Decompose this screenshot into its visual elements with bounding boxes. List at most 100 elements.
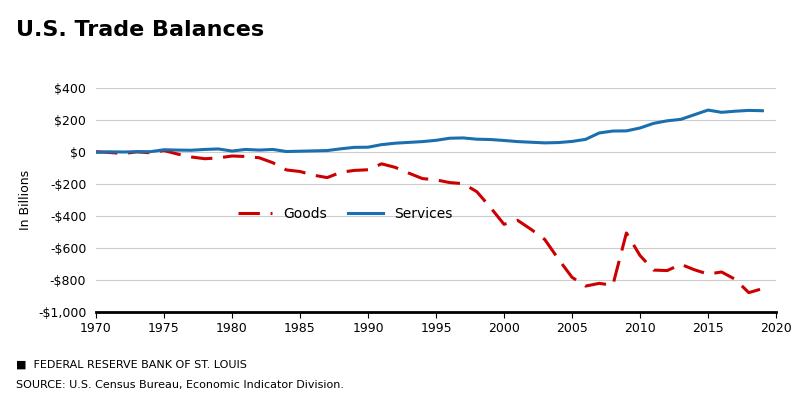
Text: SOURCE: U.S. Census Bureau, Economic Indicator Division.: SOURCE: U.S. Census Bureau, Economic Ind… bbox=[16, 380, 344, 390]
Services bbox=[717, 110, 726, 115]
Services bbox=[227, 149, 237, 154]
Services bbox=[744, 108, 754, 113]
Services bbox=[418, 139, 427, 144]
Services bbox=[540, 140, 550, 145]
Goods bbox=[431, 178, 441, 182]
Goods bbox=[404, 171, 414, 176]
Goods bbox=[744, 290, 754, 295]
Services bbox=[254, 148, 264, 152]
Goods bbox=[159, 148, 169, 153]
Goods bbox=[118, 151, 128, 156]
Goods bbox=[295, 169, 305, 174]
Goods bbox=[268, 160, 278, 165]
Services bbox=[118, 150, 128, 154]
Services bbox=[567, 139, 577, 144]
Goods bbox=[418, 176, 427, 181]
Services bbox=[445, 136, 454, 141]
Services bbox=[486, 137, 495, 142]
Goods bbox=[336, 170, 346, 175]
Goods bbox=[254, 155, 264, 160]
Services bbox=[363, 145, 373, 150]
Services bbox=[622, 128, 631, 133]
Goods bbox=[554, 257, 563, 262]
Goods bbox=[676, 262, 686, 267]
Goods bbox=[581, 284, 590, 288]
Services bbox=[758, 108, 767, 113]
Goods bbox=[472, 189, 482, 194]
Services bbox=[91, 150, 101, 155]
Goods bbox=[132, 150, 142, 154]
Services bbox=[214, 146, 223, 151]
Goods bbox=[390, 165, 400, 170]
Goods bbox=[690, 267, 699, 272]
Services bbox=[390, 141, 400, 146]
Goods bbox=[703, 272, 713, 276]
Goods bbox=[282, 168, 291, 172]
Goods bbox=[146, 150, 155, 155]
Services bbox=[649, 121, 658, 126]
Goods bbox=[526, 227, 536, 232]
Services bbox=[241, 147, 250, 152]
Goods bbox=[186, 154, 196, 159]
Services bbox=[458, 136, 468, 140]
Services bbox=[295, 149, 305, 154]
Services bbox=[730, 109, 740, 114]
Goods bbox=[758, 286, 767, 291]
Services bbox=[581, 137, 590, 142]
Services bbox=[105, 150, 114, 154]
Services bbox=[336, 146, 346, 151]
Services bbox=[662, 118, 672, 123]
Goods bbox=[227, 154, 237, 158]
Services bbox=[268, 147, 278, 152]
Services bbox=[431, 138, 441, 143]
Goods bbox=[513, 218, 522, 223]
Services bbox=[350, 145, 359, 150]
Goods bbox=[241, 154, 250, 159]
Legend: Goods, Services: Goods, Services bbox=[232, 202, 458, 227]
Services bbox=[404, 140, 414, 145]
Goods bbox=[717, 270, 726, 274]
Services bbox=[377, 142, 386, 147]
Goods bbox=[322, 175, 332, 180]
Goods bbox=[350, 168, 359, 173]
Goods bbox=[105, 150, 114, 155]
Services bbox=[513, 139, 522, 144]
Goods bbox=[458, 181, 468, 186]
Goods bbox=[662, 268, 672, 273]
Services bbox=[499, 138, 509, 143]
Services bbox=[200, 147, 210, 152]
Services bbox=[703, 108, 713, 112]
Services bbox=[690, 112, 699, 117]
Services bbox=[322, 148, 332, 153]
Goods bbox=[200, 156, 210, 161]
Goods bbox=[309, 173, 318, 178]
Goods bbox=[214, 156, 223, 160]
Services bbox=[146, 149, 155, 154]
Goods bbox=[608, 283, 618, 288]
Goods bbox=[622, 230, 631, 235]
Goods bbox=[730, 277, 740, 282]
Line: Services: Services bbox=[96, 110, 762, 152]
Goods bbox=[649, 268, 658, 272]
Goods bbox=[377, 162, 386, 166]
Services bbox=[635, 126, 645, 130]
Services bbox=[186, 148, 196, 153]
Goods bbox=[635, 253, 645, 258]
Text: U.S. Trade Balances: U.S. Trade Balances bbox=[16, 20, 264, 40]
Services bbox=[132, 149, 142, 154]
Services bbox=[676, 117, 686, 122]
Services bbox=[472, 137, 482, 142]
Goods bbox=[499, 222, 509, 227]
Goods bbox=[540, 237, 550, 242]
Services bbox=[309, 148, 318, 153]
Goods bbox=[445, 180, 454, 185]
Services bbox=[594, 130, 604, 135]
Services bbox=[554, 140, 563, 145]
Line: Goods: Goods bbox=[96, 150, 762, 293]
Goods bbox=[486, 205, 495, 210]
Services bbox=[159, 147, 169, 152]
Goods bbox=[594, 281, 604, 286]
Goods bbox=[363, 167, 373, 172]
Goods bbox=[567, 275, 577, 280]
Goods bbox=[91, 149, 101, 154]
